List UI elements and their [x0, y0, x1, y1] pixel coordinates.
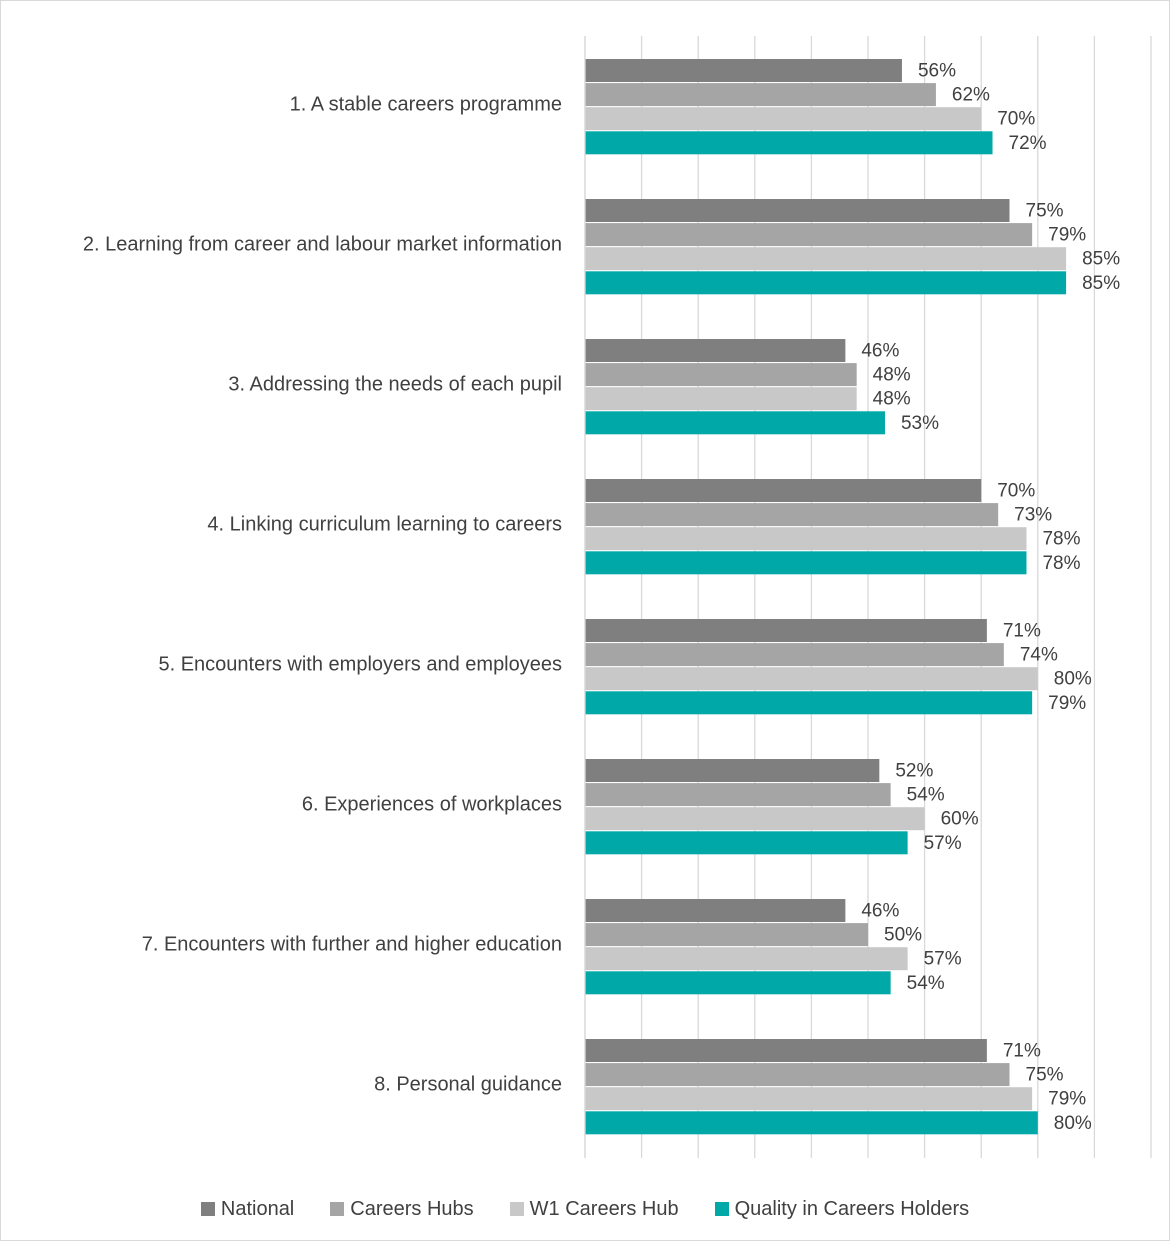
data-label: 62% [952, 85, 990, 106]
data-label: 48% [873, 389, 911, 410]
bar [585, 387, 857, 411]
category-label: 6. Experiences of workplaces [302, 793, 562, 815]
data-label: 80% [1054, 669, 1092, 690]
legend-label: Quality in Careers Holders [734, 1197, 970, 1220]
legend-swatch [200, 1202, 215, 1216]
legend-item: W1 Careers Hub [509, 1197, 679, 1221]
data-label: 79% [1048, 693, 1086, 714]
bar [585, 411, 885, 435]
category-label: 1. A stable careers programme [290, 93, 562, 115]
legend-item: National [200, 1197, 295, 1221]
bar [585, 899, 846, 922]
data-label: 78% [1042, 553, 1080, 574]
legend-swatch [714, 1202, 729, 1216]
bar [585, 363, 857, 387]
category-label: 8. Personal guidance [374, 1073, 562, 1095]
bar [585, 131, 993, 155]
bar [585, 783, 891, 807]
data-label: 79% [1048, 225, 1086, 246]
data-label: 85% [1082, 273, 1120, 294]
legend-swatch [330, 1202, 345, 1216]
legend-item: Quality in Careers Holders [714, 1197, 970, 1221]
bar [585, 1111, 1038, 1135]
data-label: 60% [941, 809, 979, 830]
bar [585, 971, 891, 995]
data-label: 50% [884, 925, 922, 946]
bar [585, 247, 1067, 271]
data-label: 70% [997, 109, 1035, 130]
bar [585, 339, 846, 362]
data-label: 46% [861, 341, 899, 362]
bar [585, 223, 1033, 247]
legend-label: Careers Hubs [350, 1197, 474, 1220]
category-label: 5. Encounters with employers and employe… [158, 653, 562, 675]
bar [585, 271, 1067, 295]
bars [585, 59, 1067, 1135]
bar [585, 107, 982, 131]
bar [585, 831, 908, 855]
bar [585, 1063, 1010, 1087]
category-label: 3. Addressing the needs of each pupil [228, 373, 562, 395]
labels: 1. A stable careers programme 56% 62% 70% 72… [83, 61, 1120, 1134]
data-label: 56% [918, 61, 956, 82]
legend-swatch [509, 1202, 524, 1216]
data-label: 46% [861, 901, 899, 922]
bar [585, 667, 1038, 691]
bar [585, 479, 982, 502]
data-label: 53% [901, 413, 939, 434]
data-label: 78% [1042, 529, 1080, 550]
legend-label: National [220, 1197, 295, 1220]
legend-item: Careers Hubs [330, 1197, 474, 1221]
data-label: 74% [1020, 645, 1058, 666]
legend: National Careers Hubs W1 Careers Hub Qualit… [0, 1192, 1170, 1226]
data-label: 48% [873, 365, 911, 386]
bar [585, 503, 999, 527]
bar [585, 83, 936, 107]
category-label: 7. Encounters with further and higher ed… [142, 933, 562, 955]
data-label: 72% [1009, 133, 1047, 154]
data-label: 73% [1014, 505, 1052, 526]
bar [585, 643, 1004, 667]
bar [585, 1039, 987, 1062]
data-label: 57% [924, 833, 962, 854]
data-label: 79% [1048, 1089, 1086, 1110]
bar [585, 691, 1033, 715]
data-label: 54% [907, 973, 945, 994]
bar [585, 527, 1027, 551]
data-label: 80% [1054, 1113, 1092, 1134]
bar [585, 923, 868, 947]
data-label: 52% [895, 761, 933, 782]
bar [585, 619, 987, 642]
data-label: 54% [907, 785, 945, 806]
data-label: 71% [1003, 621, 1041, 642]
data-label: 57% [924, 949, 962, 970]
bar [585, 759, 880, 782]
bar [585, 807, 925, 831]
data-label: 85% [1082, 249, 1120, 270]
bar [585, 59, 902, 82]
bar [585, 947, 908, 971]
bar [585, 551, 1027, 575]
legend-label: W1 Careers Hub [529, 1197, 679, 1220]
category-label: 2. Learning from career and labour marke… [83, 233, 562, 255]
data-label: 71% [1003, 1041, 1041, 1062]
data-label: 75% [1026, 201, 1064, 222]
bar [585, 199, 1010, 222]
data-label: 75% [1026, 1065, 1064, 1086]
data-label: 70% [997, 481, 1035, 502]
category-label: 4. Linking curriculum learning to career… [207, 513, 562, 535]
bar [585, 1087, 1033, 1111]
gridlines [584, 36, 1152, 1158]
